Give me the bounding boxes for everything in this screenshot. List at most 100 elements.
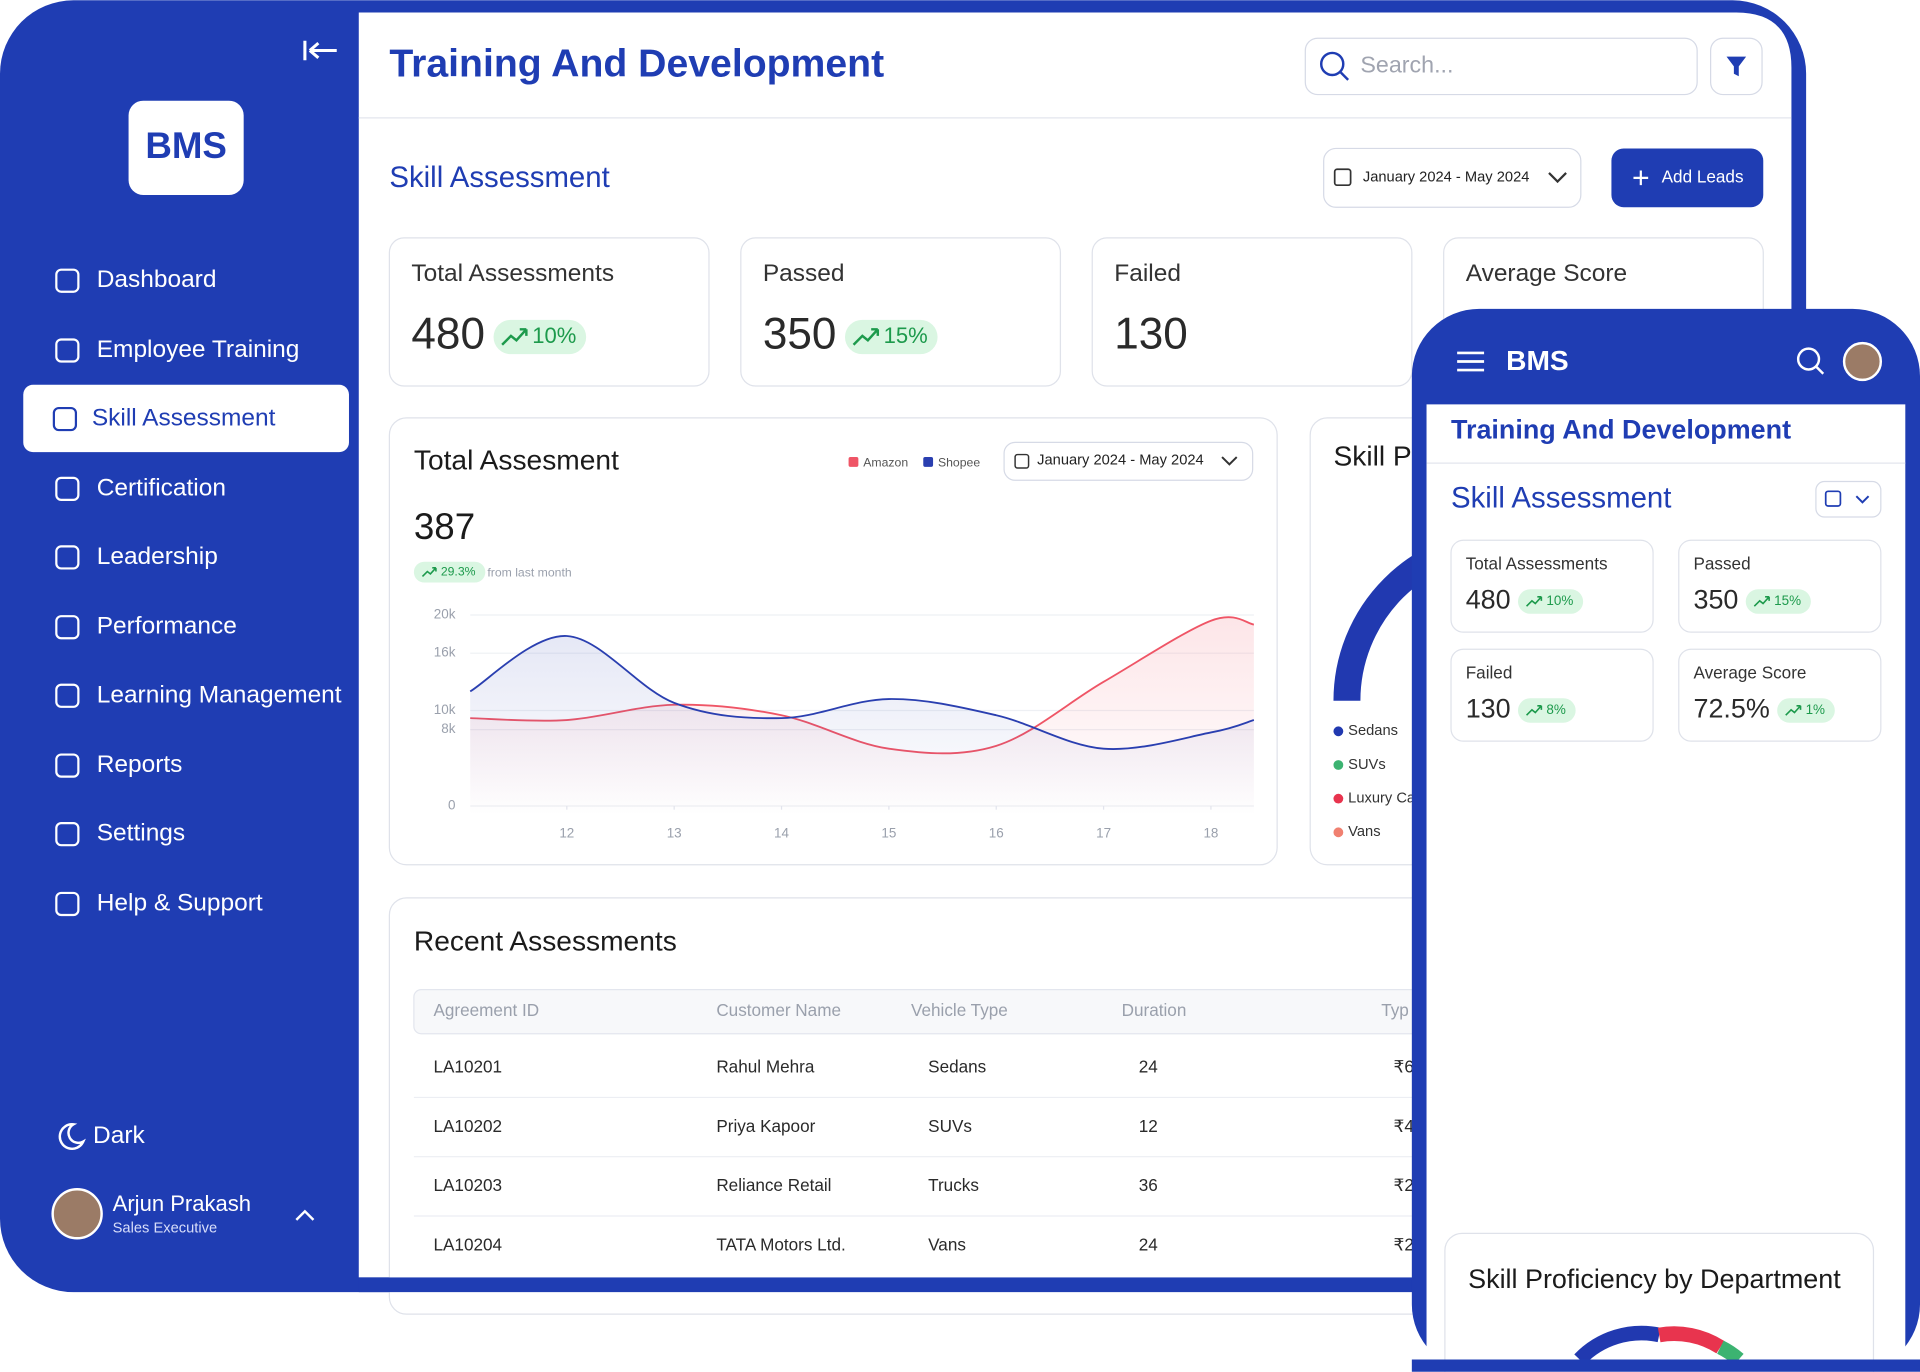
stat-value: 480 [411, 310, 485, 359]
badge-bg [1517, 698, 1576, 723]
menu-item[interactable]: Skill Assessment [92, 405, 276, 432]
calendar-button[interactable] [1815, 480, 1882, 518]
menu-item[interactable]: Reports [97, 751, 183, 778]
calendar-icon [1824, 490, 1842, 507]
menu-item[interactable]: Leadership [97, 543, 218, 570]
menu-item[interactable]: Dashboard [97, 266, 217, 293]
chart-title: Total Assesment [414, 444, 619, 475]
search-box[interactable] [1304, 37, 1698, 96]
trend-icon [421, 567, 437, 577]
table-cell: LA10204 [433, 1234, 502, 1254]
search-icon [1796, 347, 1821, 371]
stat-card [1450, 539, 1654, 633]
trend-icon [501, 328, 528, 346]
y-tick-label: 8k [441, 721, 455, 736]
add-leads-button[interactable] [1611, 148, 1764, 208]
chevron-up [295, 1209, 315, 1221]
badge-text: 15% [1774, 593, 1801, 608]
table-cell: ₹2 [1393, 1175, 1413, 1195]
search-icon [1320, 51, 1345, 77]
user-avatar [51, 1188, 103, 1240]
table-cell: 24 [1139, 1234, 1159, 1254]
skill-card-mobile [1444, 1232, 1875, 1372]
table-cell: TATA Motors Ltd. [716, 1234, 845, 1254]
menu-item[interactable]: Learning Management [97, 681, 342, 708]
table-cell: LA10203 [433, 1175, 502, 1195]
filter-icon [1726, 56, 1747, 77]
menu-icon [55, 891, 80, 917]
legend-label: Luxury Ca [1348, 791, 1416, 807]
legend-label: Amazon [863, 455, 908, 469]
chevron-down [1221, 456, 1238, 466]
menu-icon [55, 476, 80, 501]
x-tick-label: 16 [989, 826, 1004, 841]
change-note: from last month [487, 566, 572, 580]
chevron-down [1855, 495, 1870, 504]
trend-icon [852, 328, 880, 346]
legend-dot [1333, 827, 1344, 838]
calendar-icon [1333, 168, 1352, 187]
hamburger-icon[interactable] [1457, 351, 1485, 372]
table-cell: Rahul Mehra [716, 1057, 815, 1077]
phone-screen [1426, 404, 1906, 1372]
gauge-green [1716, 1340, 1744, 1366]
card-title: Skill Pr [1333, 441, 1421, 472]
stat-label: Passed [1693, 553, 1750, 573]
badge-text: 29.3% [441, 564, 476, 578]
gauge-blue [1574, 1325, 1661, 1365]
y-tick-label: 10k [434, 702, 456, 717]
menu-icon [55, 683, 80, 708]
series-area [470, 635, 1254, 816]
y-tick-label: 0 [448, 798, 455, 813]
badge-bg [1745, 589, 1811, 614]
badge-bg [1777, 698, 1835, 723]
date-range: January 2024 - May 2024 [1037, 453, 1204, 469]
stat-label: Average Score [1466, 260, 1627, 287]
trend-icon [1785, 704, 1802, 716]
stat-card [1450, 648, 1654, 742]
plus-icon [1633, 170, 1649, 186]
badge-bg [844, 319, 938, 355]
stat-value: 130 [1114, 310, 1188, 359]
stat-badge: 10% [493, 319, 587, 355]
table-cell: Trucks [928, 1175, 979, 1195]
collapse-icon[interactable] [303, 40, 337, 61]
change-badge: 29.3% [413, 561, 486, 583]
menu-item[interactable]: Performance [97, 613, 237, 640]
section-title: Skill Assessment [1451, 482, 1671, 515]
frame-bottom [358, 1277, 1425, 1293]
stat-label: Average Score [1693, 662, 1806, 682]
table-cell: LA10202 [433, 1116, 502, 1136]
y-tick-label: 16k [434, 645, 456, 660]
legend-swatch [923, 457, 934, 467]
chevron-down [1548, 172, 1567, 184]
button-label: Add Leads [1662, 166, 1744, 186]
theme-toggle[interactable]: Dark [93, 1122, 145, 1149]
badge-bg [413, 561, 486, 583]
chart-date-dropdown[interactable] [1003, 441, 1254, 481]
menu-item[interactable]: Settings [97, 820, 185, 847]
table-cell: 24 [1139, 1057, 1159, 1077]
x-tick-label: 13 [667, 826, 682, 841]
menu-item[interactable]: Certification [97, 474, 226, 501]
search-icon-handle [1339, 71, 1350, 81]
legend-label: Shopee [938, 455, 980, 469]
menu-icon [55, 822, 80, 847]
badge-text: 10% [532, 323, 576, 348]
date-dropdown[interactable] [1323, 147, 1582, 208]
card-title: Recent Assessments [414, 926, 677, 957]
x-tick-label: 17 [1096, 826, 1111, 841]
column-header: Duration [1122, 1000, 1187, 1020]
menu-item[interactable]: Help & Support [97, 889, 263, 916]
menu-item[interactable]: Employee Training [97, 336, 300, 363]
column-header: Typ [1381, 1000, 1409, 1020]
stat-label: Failed [1466, 662, 1513, 682]
menu-icon [55, 268, 80, 293]
badge-text: 1% [1806, 702, 1825, 717]
legend-label: SUVs [1348, 757, 1386, 773]
stat-value: 72.5% [1693, 694, 1769, 724]
brand: BMS [1506, 345, 1569, 376]
table-cell: Priya Kapoor [716, 1116, 815, 1136]
column-header: Customer Name [716, 1000, 841, 1020]
